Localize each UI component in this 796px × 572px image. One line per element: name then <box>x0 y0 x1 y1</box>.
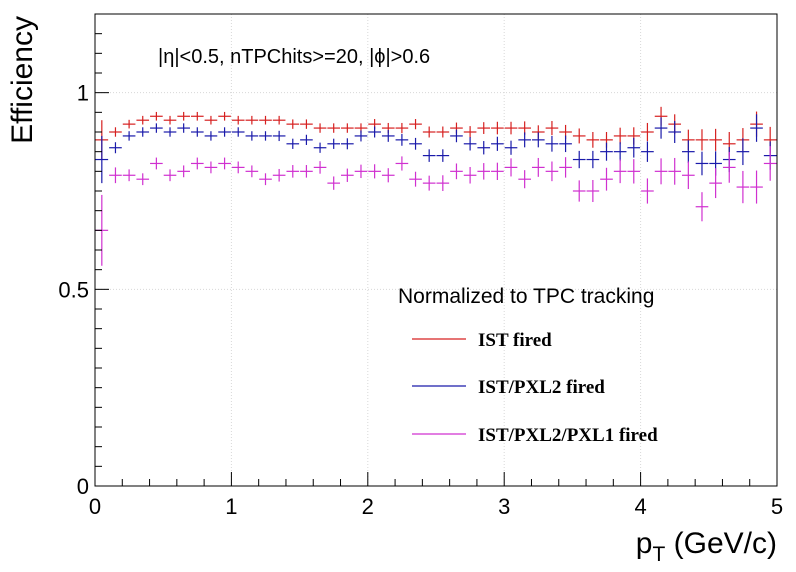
legend-label: IST fired <box>478 330 552 351</box>
x-tick-label: 4 <box>634 494 646 519</box>
axis-ticks: 0 1 2 3 4 5 0 0.5 1 <box>58 13 783 519</box>
legend-title: Normalized to TPC tracking <box>398 285 654 308</box>
legend: Normalized to TPC tracking IST fired IST/… <box>398 285 658 446</box>
x-axis-label-sub: T <box>652 543 665 566</box>
legend-entries: IST fired IST/PXL2 fired IST/PXL2/PXL1 fir… <box>412 330 658 446</box>
x-tick-label: 0 <box>89 494 101 519</box>
legend-label: IST/PXL2/PXL1 fired <box>478 425 658 446</box>
x-tick-label: 5 <box>771 494 783 519</box>
x-tick-label: 1 <box>225 494 237 519</box>
legend-label: IST/PXL2 fired <box>478 377 605 398</box>
x-axis-label-unit: (GeV/c) <box>665 527 777 560</box>
x-axis-label: pT (GeV/c) <box>636 527 777 566</box>
y-tick-label: 1 <box>77 81 89 106</box>
y-tick-label: 0.5 <box>58 277 89 302</box>
series-3 <box>95 146 777 266</box>
series-2 <box>95 114 777 184</box>
x-tick-label: 2 <box>362 494 374 519</box>
annotation-text: |η|<0.5, nTPChits>=20, |ϕ|>0.6 <box>158 46 430 68</box>
y-tick-label: 0 <box>77 474 89 499</box>
data-series <box>95 106 777 266</box>
x-tick-label: 3 <box>498 494 510 519</box>
y-axis-label: Efficiency <box>6 16 39 144</box>
x-axis-label-main: p <box>636 527 653 560</box>
